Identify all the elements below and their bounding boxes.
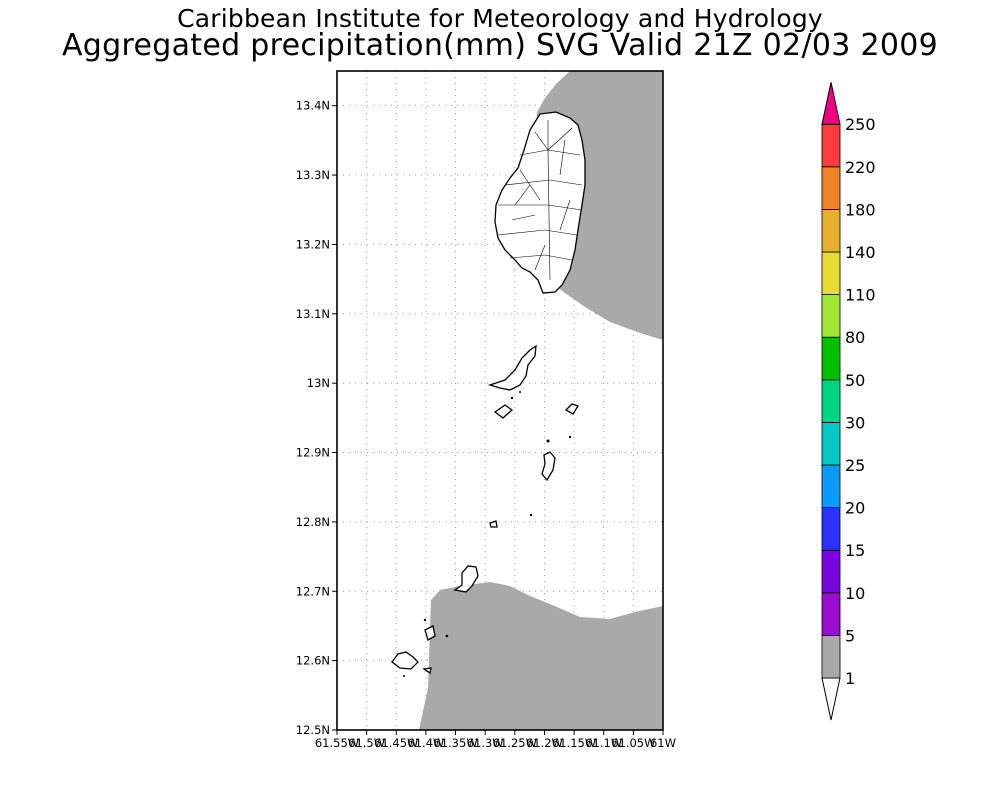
legend-swatch: [821, 166, 841, 210]
island-small-1: [493, 404, 514, 419]
y-tick-label: 13.1N: [296, 307, 330, 321]
legend-swatch: [821, 421, 841, 466]
legend-swatch: [821, 379, 841, 423]
legend-swatch: [821, 336, 841, 381]
island-small-3: [424, 625, 436, 641]
x-tick-label: 61.1W: [585, 736, 622, 750]
legend-swatch: [821, 635, 841, 679]
legend-label: 10: [845, 584, 865, 603]
x-tick-label: 61.3W: [467, 736, 504, 750]
x-tick-label: 61.25W: [493, 736, 537, 750]
legend-swatch: [821, 123, 841, 168]
grenadine-islands: [391, 344, 579, 675]
legend-under-triangle: [821, 677, 841, 721]
chart-title: Caribbean Institute for Meteorology and …: [177, 4, 823, 33]
y-tick-label: 12.6N: [296, 654, 330, 668]
legend-swatch: [821, 251, 841, 295]
y-tick-label: 13.2N: [296, 237, 330, 251]
island-small-4: [422, 667, 432, 675]
island-bequia: [487, 344, 537, 391]
island-canouan: [541, 451, 556, 482]
y-axis: 13.4N 13.3N 13.2N 13.1N 13N 12.9N 12.8N 12.7N 12…: [296, 99, 337, 737]
legend-label: 15: [845, 541, 865, 560]
y-tick-label: 13.3N: [296, 168, 330, 182]
legend-label: 1: [845, 669, 855, 688]
y-tick-label: 13.4N: [296, 99, 330, 113]
x-tick-label: 61.4W: [407, 736, 444, 750]
legend-label: 30: [845, 413, 865, 432]
legend-label: 50: [845, 371, 865, 390]
legend-label: 180: [845, 200, 876, 219]
x-tick-label: 61.5W: [348, 736, 385, 750]
legend-label: 25: [845, 456, 865, 475]
legend-label: 80: [845, 328, 865, 347]
y-tick-label: 12.9N: [296, 446, 330, 460]
x-tick-label: 61.2W: [526, 736, 563, 750]
x-tick-label: 61.55W: [315, 736, 359, 750]
islets: [403, 391, 572, 677]
x-tick-label: 61.05W: [611, 736, 655, 750]
legend-swatch: [821, 208, 841, 253]
y-tick-label: 12.7N: [296, 584, 330, 598]
x-tick-label: 61.45W: [374, 736, 418, 750]
legend-label: 110: [845, 286, 876, 305]
legend-swatch: [821, 507, 841, 551]
legend-swatch: [821, 549, 841, 594]
legend-label: 250: [845, 115, 876, 134]
x-axis: 61.55W61.5W61.45W61.4W61.35W61.3W61.25W6…: [315, 730, 676, 750]
island-st-vincent: [494, 111, 586, 294]
x-tick-label: 61.15W: [552, 736, 596, 750]
precip-area-south: [419, 582, 663, 730]
y-tick-label: 12.5N: [296, 723, 330, 737]
legend-swatch: [821, 294, 841, 338]
map-frame: [336, 70, 664, 731]
legend-label: 220: [845, 158, 876, 177]
legend-swatch: [821, 592, 841, 636]
legend-label: 140: [845, 243, 876, 262]
chart-subtitle: Aggregated precipitation(mm) SVG Valid 2…: [61, 28, 939, 63]
island-carriacou: [391, 651, 419, 670]
legend-swatch: [821, 464, 841, 508]
x-tick-label: 61W: [650, 736, 676, 750]
legend-label: 20: [845, 499, 865, 518]
y-tick-label: 12.8N: [296, 515, 330, 529]
island-mayreau: [489, 520, 498, 528]
legend-over-triangle: [821, 82, 841, 125]
x-tick-label: 61.35W: [433, 736, 477, 750]
y-tick-label: 13N: [307, 376, 330, 390]
island-union: [453, 565, 479, 593]
island-small-2: [564, 403, 579, 415]
legend-label: 5: [845, 626, 855, 645]
